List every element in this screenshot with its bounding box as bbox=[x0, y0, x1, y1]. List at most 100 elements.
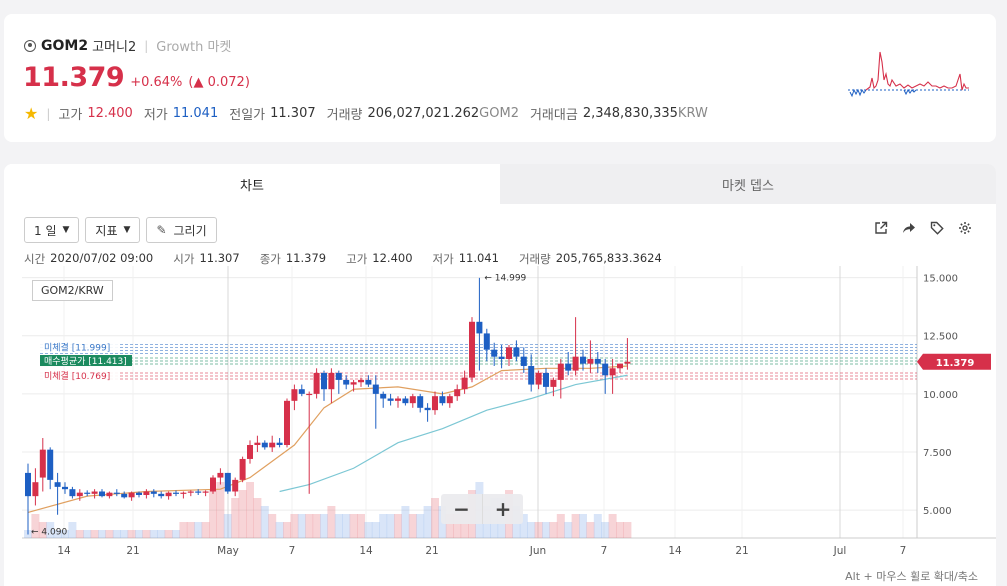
candle-body bbox=[224, 472, 231, 492]
candle-body bbox=[380, 393, 387, 399]
draw-button[interactable]: ✎ 그리기 bbox=[146, 217, 217, 243]
candle-body bbox=[587, 358, 594, 364]
sparkline-down bbox=[849, 88, 867, 98]
zoom-in-button[interactable]: + bbox=[482, 494, 523, 524]
candle-body bbox=[261, 442, 268, 448]
candle-body bbox=[424, 407, 431, 411]
volume-bar bbox=[46, 522, 55, 538]
candle-body bbox=[84, 492, 91, 494]
share-icon[interactable] bbox=[902, 221, 916, 235]
volume-bar bbox=[194, 522, 203, 538]
tag-icon[interactable] bbox=[930, 221, 944, 235]
zoom-out-button[interactable]: − bbox=[453, 497, 470, 521]
min-price-label: ← 4.090 bbox=[31, 527, 67, 537]
volume-bar bbox=[164, 530, 173, 538]
external-link-icon[interactable] bbox=[874, 221, 888, 235]
volume-unit: GOM2 bbox=[479, 106, 519, 121]
caret-down-icon: ▼ bbox=[123, 225, 131, 235]
candle-body bbox=[158, 493, 165, 497]
volume-bar bbox=[223, 514, 232, 538]
candle-body bbox=[483, 333, 490, 350]
chart-toolbar: 1 일 ▼ 지표 ▼ ✎ 그리기 bbox=[24, 217, 217, 243]
candle-body bbox=[32, 482, 39, 497]
candle-body bbox=[128, 492, 135, 498]
volume-bar bbox=[201, 522, 210, 538]
volume-bar bbox=[564, 522, 573, 538]
ticker-card: GOM2 고머니2 | Growth 마켓 11.379 +0.64% (▲ 0… bbox=[4, 14, 996, 142]
change-amount: (▲ 0.072) bbox=[188, 75, 250, 90]
volume-bar bbox=[593, 514, 602, 538]
candle-body bbox=[350, 382, 357, 385]
candle-body bbox=[409, 396, 416, 404]
coin-logo-icon bbox=[24, 39, 36, 52]
tab-chart[interactable]: 차트 bbox=[4, 164, 500, 204]
gear-icon[interactable] bbox=[958, 221, 972, 235]
favorite-star-icon[interactable]: ★ bbox=[24, 104, 39, 123]
volume-bar bbox=[231, 498, 240, 538]
y-tick-label: 7.500 bbox=[923, 448, 952, 459]
candle-body bbox=[565, 363, 572, 371]
interval-dropdown[interactable]: 1 일 ▼ bbox=[24, 217, 80, 243]
candle-body bbox=[498, 356, 505, 359]
volume-bar bbox=[305, 514, 314, 538]
volume-label: 거래량 bbox=[326, 108, 363, 123]
volume-bar bbox=[423, 506, 432, 538]
low-label: 저가 bbox=[143, 108, 168, 123]
chart-tabs: 차트 마켓 뎁스 bbox=[4, 164, 996, 204]
candle-body bbox=[165, 492, 172, 497]
candle-body bbox=[239, 458, 246, 480]
high-value: 12.400 bbox=[372, 251, 413, 265]
candle-body bbox=[469, 321, 475, 378]
candle-body bbox=[173, 492, 179, 494]
volume-bar bbox=[283, 522, 291, 538]
candle-body bbox=[39, 449, 46, 478]
volume-bar bbox=[179, 522, 188, 538]
candle-body bbox=[446, 396, 453, 404]
volume-bar bbox=[608, 514, 617, 538]
volume-bar bbox=[549, 522, 558, 538]
order-label-bg bbox=[40, 355, 132, 367]
volume-bar bbox=[586, 522, 595, 538]
x-tick-label: May bbox=[217, 545, 239, 557]
candle-body bbox=[528, 365, 535, 385]
candle-body bbox=[513, 347, 520, 357]
candle-body bbox=[76, 492, 83, 497]
order-line-label: 미체결 [11.999] bbox=[44, 342, 110, 353]
volume-bar bbox=[601, 522, 610, 538]
volume-bar bbox=[238, 490, 247, 538]
volume-bar bbox=[579, 514, 587, 538]
volume-bar bbox=[90, 530, 99, 538]
candle-body bbox=[617, 363, 623, 369]
candle-body bbox=[202, 491, 209, 493]
interval-label: 1 일 bbox=[34, 223, 57, 238]
volume-bar bbox=[127, 530, 136, 538]
order-label-bg bbox=[40, 341, 118, 353]
candle-body bbox=[372, 384, 379, 394]
change-percent: +0.64% bbox=[130, 75, 183, 90]
ohlc-readout: 시간 2020/07/02 09:00 시가 11.307 종가 11.379 … bbox=[24, 251, 682, 267]
volume-bar bbox=[342, 514, 351, 538]
volume-bar bbox=[53, 530, 62, 538]
candle-body bbox=[402, 398, 409, 404]
volume-bar bbox=[68, 522, 77, 538]
volume-bar bbox=[527, 522, 536, 538]
x-tick-label: 21 bbox=[126, 545, 139, 557]
x-tick-label: 7 bbox=[289, 545, 296, 557]
tab-market-depth[interactable]: 마켓 뎁스 bbox=[500, 164, 996, 204]
zoom-hint: Alt + 마우스 휠로 확대/축소 bbox=[845, 570, 978, 583]
volume-bar bbox=[186, 522, 195, 538]
price-chart[interactable]: 15.000 12.500 10.000 7.500 5.000 14 21 May 7 14 21… bbox=[22, 266, 996, 566]
high-label: 고가 bbox=[58, 108, 83, 123]
current-price: 11.379 bbox=[23, 62, 125, 93]
volume-bar bbox=[445, 514, 454, 538]
volume-bar bbox=[83, 530, 92, 538]
x-tick-label: 14 bbox=[668, 545, 682, 557]
indicators-dropdown[interactable]: 지표 ▼ bbox=[85, 217, 141, 243]
volume-bar bbox=[334, 514, 343, 538]
volume-bar bbox=[401, 506, 410, 538]
volume-bar bbox=[416, 514, 425, 538]
candle-body bbox=[506, 347, 512, 359]
volume-bar bbox=[120, 530, 129, 538]
candle-body bbox=[298, 389, 305, 394]
volume-bar bbox=[260, 506, 269, 538]
